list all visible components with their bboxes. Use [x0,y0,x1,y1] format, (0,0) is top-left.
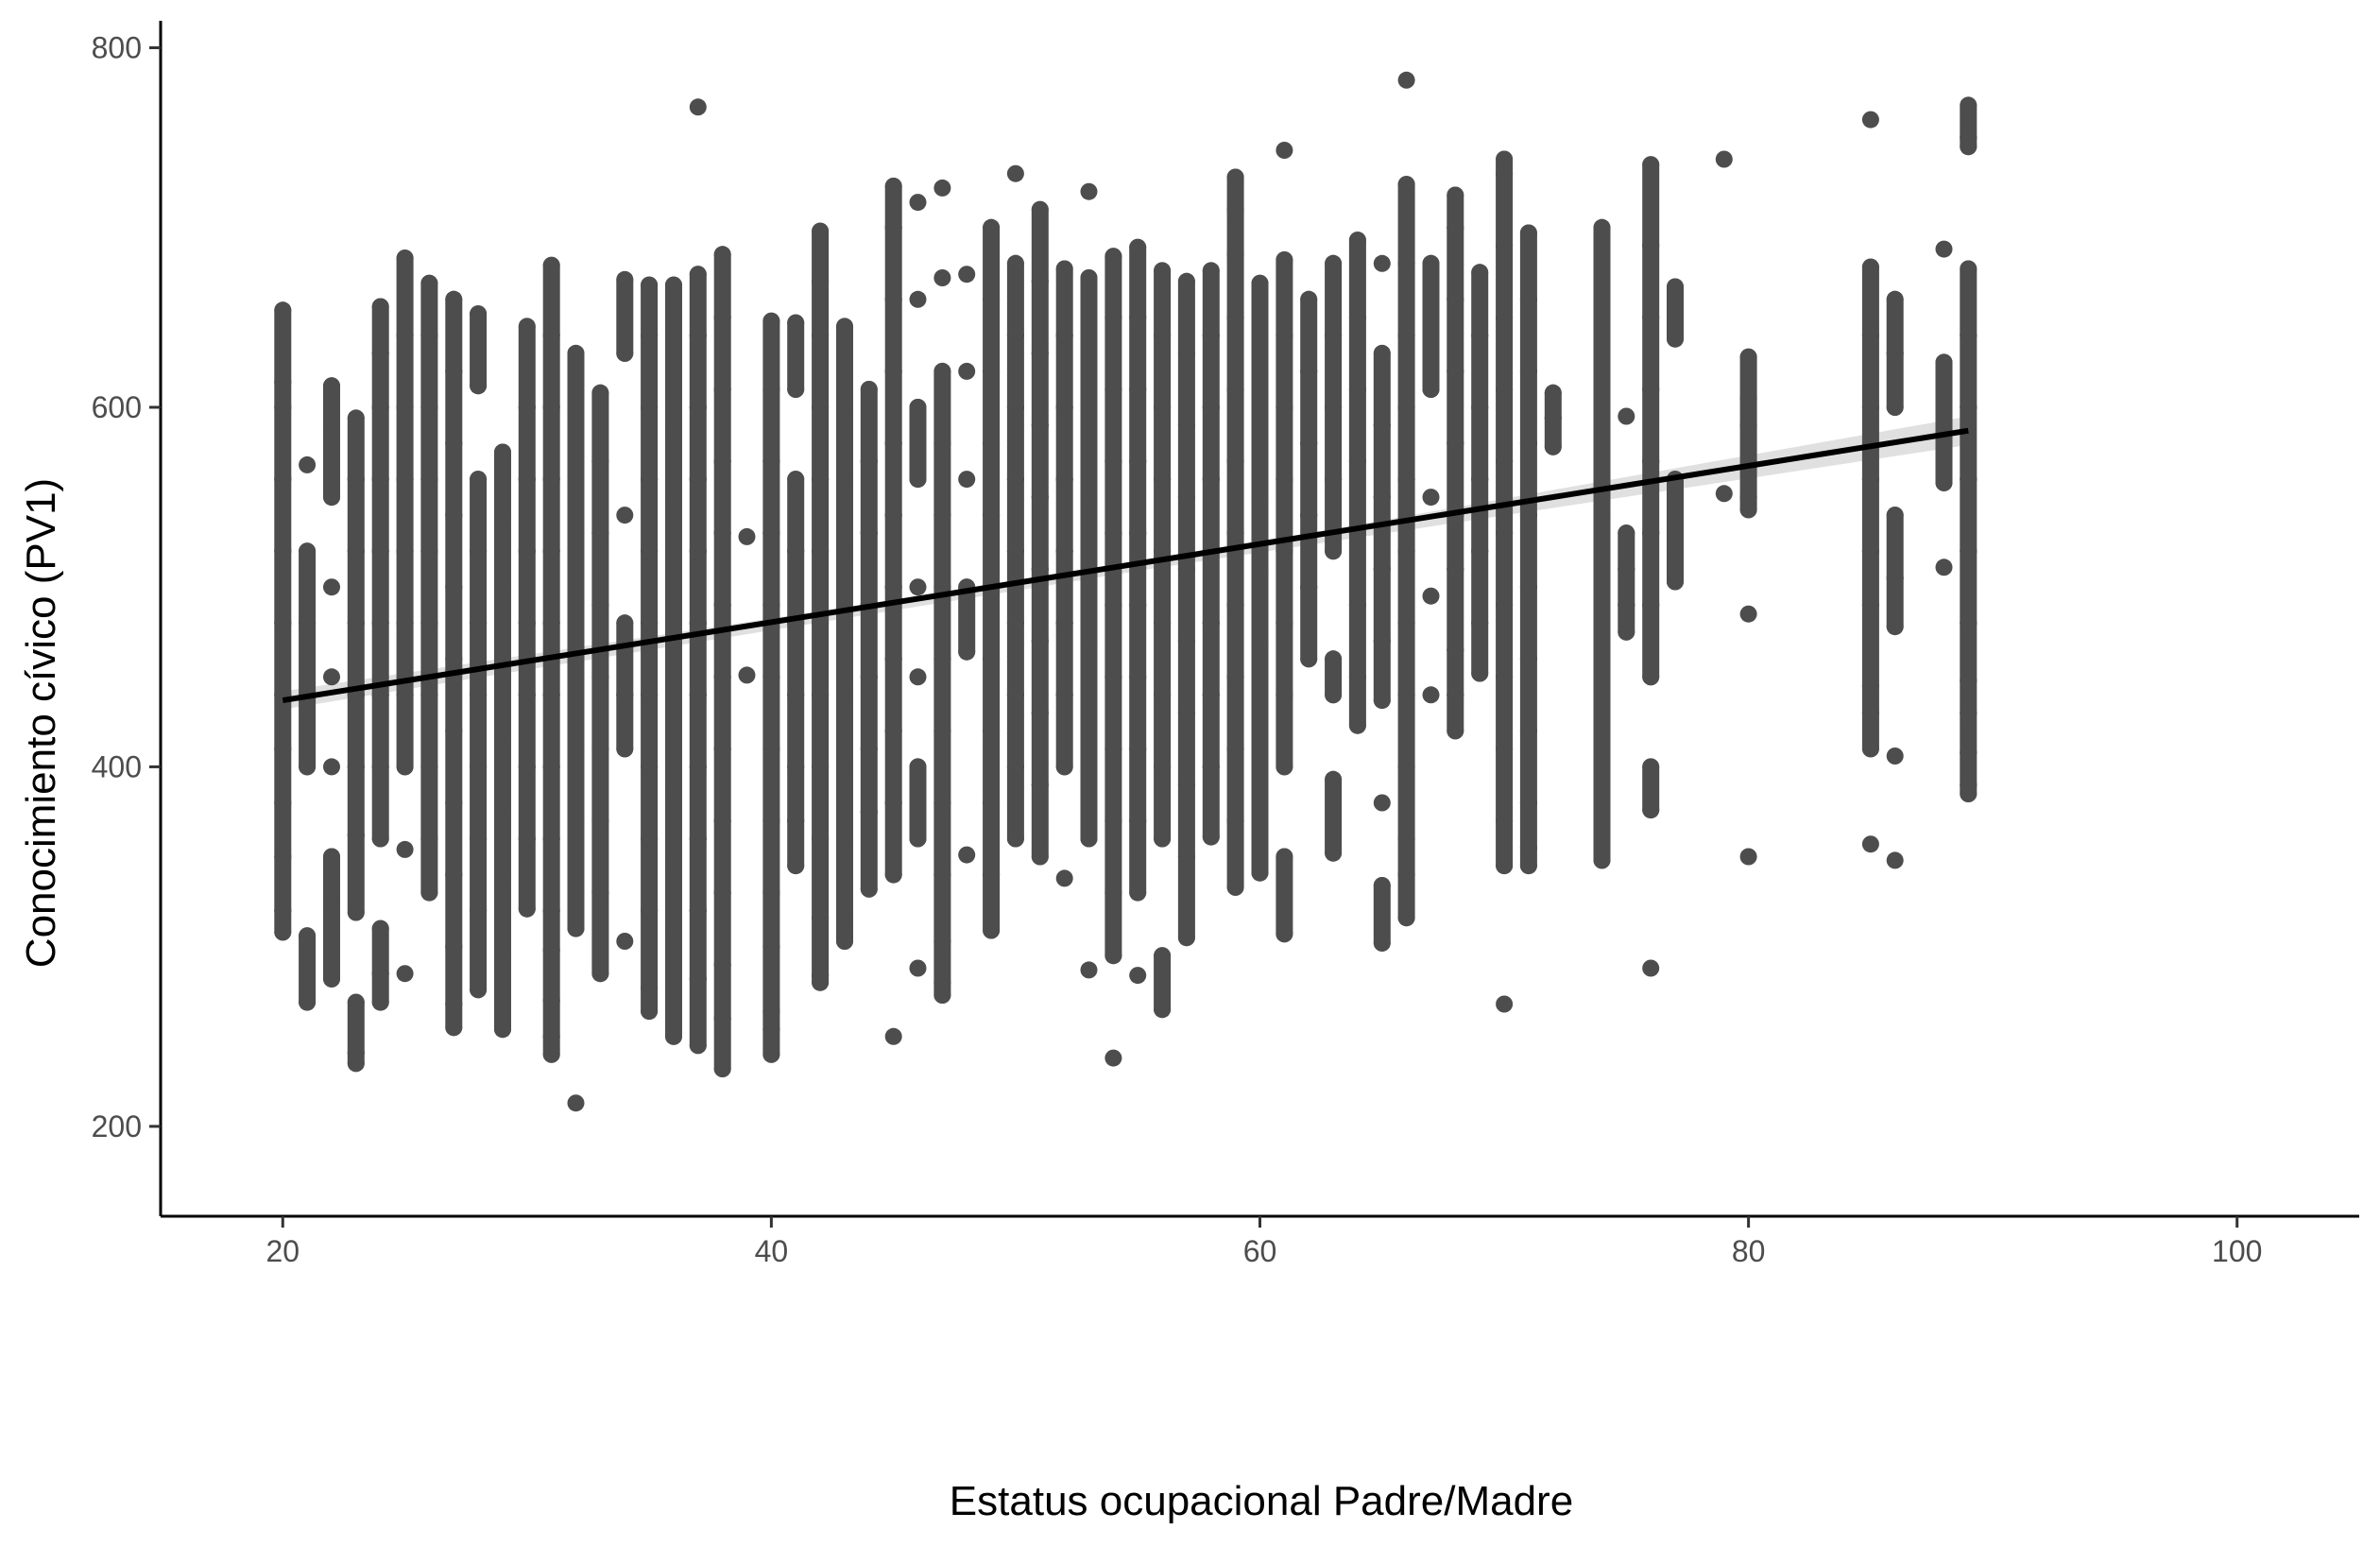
data-point [1422,489,1440,507]
data-point [1935,240,1953,258]
x-tick-label: 100 [2212,1234,2262,1268]
data-point [909,290,927,308]
data-point [958,846,976,864]
data-point [1006,164,1024,182]
ticks-layer: 20 40 60 80 100 200 400 600 800 [92,31,2263,1268]
data-point [1739,605,1757,623]
data-point [1080,182,1098,200]
data-point [323,668,340,686]
data-point [1276,142,1293,159]
data-point [323,578,340,596]
data-point [909,578,927,596]
data-point [1373,254,1391,272]
data-point [1886,748,1904,765]
x-axis-title: Estatus ocupacional Padre/Madre [950,1478,1573,1524]
data-point [1715,485,1733,503]
points-layer [274,71,1978,1112]
data-point [958,471,976,489]
data-point [933,179,951,197]
data-point [1886,851,1904,869]
data-point [1496,995,1514,1013]
data-point [1861,111,1879,129]
data-point [1935,559,1953,576]
fit-line-layer [282,427,1969,704]
data-point [909,668,927,686]
data-point [958,266,976,284]
data-point [1618,407,1635,425]
data-point [1055,869,1073,887]
x-tick-label: 20 [265,1234,300,1268]
data-point [1397,71,1415,89]
x-tick-label: 80 [1732,1234,1766,1268]
data-point [1861,835,1879,853]
data-point [1373,794,1391,812]
data-point [1715,150,1733,168]
data-point [396,965,414,983]
y-tick-label: 400 [92,749,142,783]
data-point [396,840,414,858]
data-point [738,666,756,684]
y-tick-label: 800 [92,31,142,65]
x-tick-label: 60 [1243,1234,1277,1268]
data-point [1642,959,1660,977]
data-point [1739,848,1757,866]
data-point [1422,686,1440,704]
data-point [323,758,340,776]
data-point [689,98,707,116]
data-point [616,507,634,524]
data-point [738,527,756,545]
data-point [1080,961,1098,979]
data-point [1422,587,1440,605]
data-point [909,194,927,212]
data-point [1129,967,1147,985]
y-axis-title: Conocimiento cívico (PV1) [18,478,64,968]
data-point [884,1027,902,1045]
data-point [1104,1049,1122,1067]
y-tick-label: 200 [92,1109,142,1143]
fit-line [282,427,1969,704]
x-tick-label: 40 [755,1234,789,1268]
y-tick-label: 600 [92,390,142,424]
data-point [616,933,634,950]
data-point [958,362,976,380]
data-point [567,1094,585,1112]
data-point [909,959,927,977]
data-point [299,456,317,473]
data-point [933,269,951,286]
